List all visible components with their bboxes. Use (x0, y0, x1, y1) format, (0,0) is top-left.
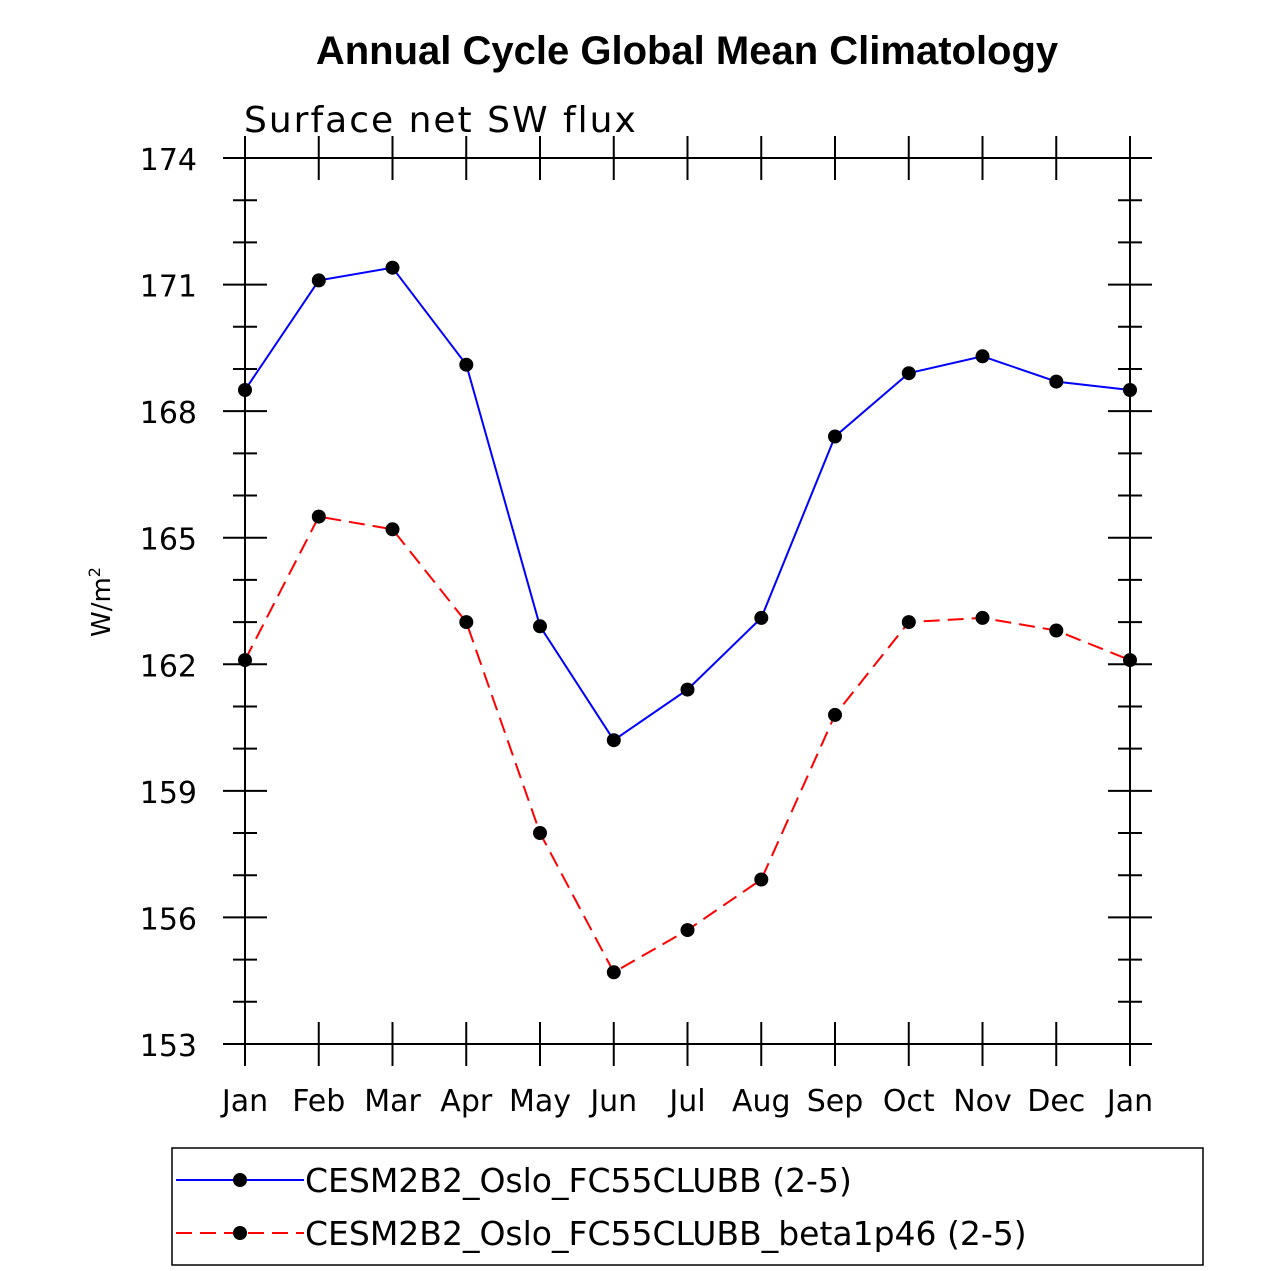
legend: CESM2B2_Oslo_FC55CLUBB (2-5) CESM2B2_Osl… (171, 1147, 1204, 1266)
x-tick-label: Jan (1105, 1084, 1153, 1119)
y-tick-label: 168 (140, 396, 197, 431)
series-2-point-Apr (459, 615, 474, 630)
y-tick-label: 165 (140, 523, 197, 558)
series-1-point-Aug (754, 610, 769, 625)
x-tick-label: Nov (953, 1084, 1012, 1119)
legend-box (171, 1147, 1204, 1266)
legend-entry-1: CESM2B2_Oslo_FC55CLUBB (2-5) (176, 1161, 852, 1200)
legend-entry-2: CESM2B2_Oslo_FC55CLUBB_beta1p46 (2-5) (176, 1214, 1027, 1253)
series-2-point-Sep (828, 707, 842, 722)
series-1-point-Mar (385, 260, 400, 275)
series-1-point-Jul (680, 682, 695, 697)
series-line-1 (244, 266, 1131, 742)
x-tick-labels: Jan Feb Mar Apr May Jun Jul Aug Sep Oct Nov Dec Jan (220, 1084, 1153, 1119)
series-2-point-Feb (311, 509, 326, 524)
legend-marker-2 (233, 1226, 247, 1240)
legend-label-1: CESM2B2_Oslo_FC55CLUBB (2-5) (305, 1161, 852, 1200)
y-tick-labels: 153 156 159 162 165 168 171 174 (140, 143, 197, 1064)
chart-subtitle: Surface net SW flux (244, 100, 638, 141)
series-2-point-May (533, 826, 547, 840)
x-tick-label: Jul (667, 1084, 705, 1119)
series-1-point-May (533, 619, 547, 634)
x-tick-label: May (509, 1084, 571, 1119)
series-1-point-Sep (828, 429, 842, 444)
series-2-point-Jun (606, 965, 621, 980)
y-tick-label: 174 (140, 143, 197, 178)
series-1-point-Feb (311, 273, 326, 288)
series-1-point-Oct (901, 366, 916, 381)
chart-title: Annual Cycle Global Mean Climatology (316, 29, 1059, 73)
x-tick-label: Jan (220, 1084, 268, 1119)
x-tick-label: Apr (440, 1084, 493, 1119)
x-tick-label: Dec (1027, 1084, 1085, 1119)
y-axis-label-superscript: 2 (85, 567, 104, 577)
series-line-2 (244, 515, 1131, 974)
series-2-point-Oct (901, 615, 916, 630)
series-1-point-Nov (975, 349, 990, 364)
x-tick-label: Mar (364, 1084, 421, 1119)
series-2-point-Mar (385, 522, 400, 537)
series-1-point-Dec (1049, 374, 1064, 389)
x-tick-label: Sep (807, 1084, 864, 1119)
legend-label-2: CESM2B2_Oslo_FC55CLUBB_beta1p46 (2-5) (305, 1214, 1027, 1253)
legend-marker-1 (233, 1173, 247, 1187)
x-tick-label: Jun (588, 1084, 637, 1119)
series-1-point-Jun (606, 733, 621, 748)
data-series (238, 260, 1137, 980)
y-axis-label: W/m2 (85, 567, 117, 637)
y-axis-label-main: W/m (87, 577, 117, 637)
y-tick-label: 159 (140, 776, 197, 811)
y-tick-label: 156 (140, 902, 197, 937)
x-tick-label: Feb (292, 1084, 345, 1119)
series-1-point-Apr (459, 357, 474, 372)
x-tick-label: Oct (883, 1084, 935, 1119)
series-2-point-Dec (1049, 623, 1064, 638)
series-2-point-Aug (754, 872, 769, 887)
y-tick-label: 153 (140, 1029, 197, 1064)
y-tick-label: 171 (140, 270, 197, 305)
series-2-point-Jul (680, 923, 695, 938)
plot-frame (244, 157, 1131, 1045)
series-2-point-Nov (975, 610, 990, 625)
y-tick-label: 162 (140, 649, 197, 684)
x-tick-label: Aug (732, 1084, 791, 1119)
